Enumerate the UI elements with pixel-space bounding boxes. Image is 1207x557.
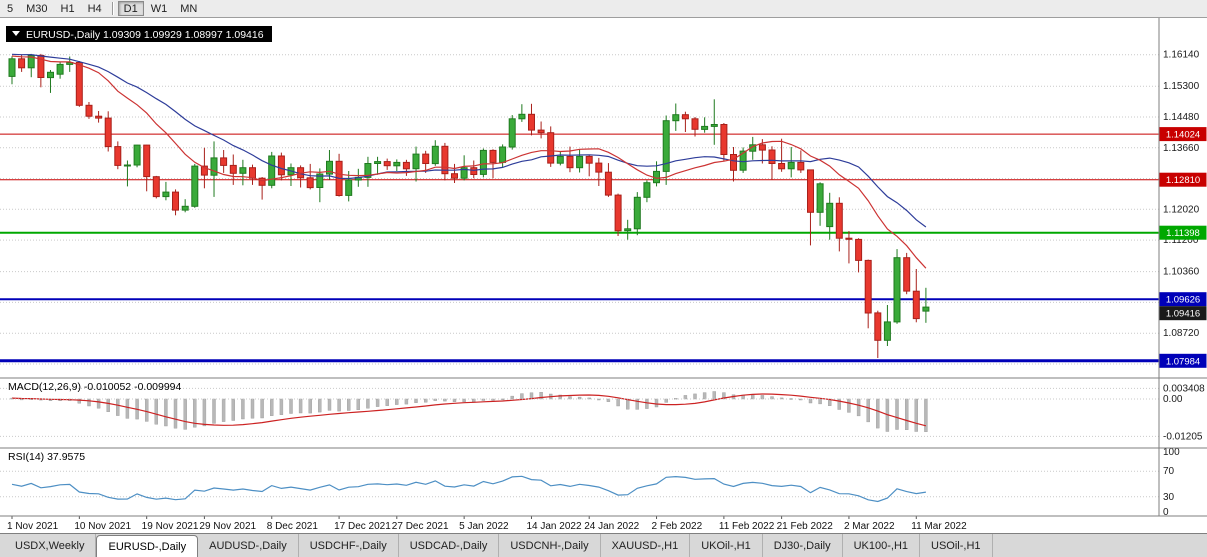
svg-text:1.16140: 1.16140 [1163,50,1200,61]
rsi-axis: 100 70 30 0 [0,447,1180,518]
svg-text:1.11200: 1.11200 [1163,235,1199,246]
price-gridlines [0,54,1159,365]
chart-tabs-bar: USDX,Weekly EURUSD-,Daily AUDUSD-,Daily … [0,533,1207,557]
svg-text:1.09416: 1.09416 [1166,309,1200,320]
chart-canvas[interactable]: 1.161401.153001.144801.136601.128401.120… [0,18,1207,533]
macd-header: MACD(12,26,9) -0.010052 -0.009994 [8,381,182,393]
chart-background [0,18,1207,533]
timeframe-m30[interactable]: M30 [26,3,48,15]
svg-text:1.09626: 1.09626 [1166,295,1200,306]
svg-text:30: 30 [1163,492,1175,503]
svg-text:24 Jan 2022: 24 Jan 2022 [584,521,639,532]
ma-fast-line [11,55,927,269]
svg-text:1.15300: 1.15300 [1163,81,1200,92]
svg-text:5 Jan 2022: 5 Jan 2022 [459,521,509,532]
svg-text:1.13660: 1.13660 [1163,143,1200,154]
svg-text:14 Jan 2022: 14 Jan 2022 [526,521,581,532]
timeframe-toolbar: 5 M30 H1 H4 D1 W1 MN [0,0,1207,18]
svg-text:11 Mar 2022: 11 Mar 2022 [911,521,967,532]
tab-usoil-h1[interactable]: USOil-,H1 [920,534,993,557]
timeframe-d1[interactable]: D1 [117,1,144,16]
tab-eurusd-daily[interactable]: EURUSD-,Daily [96,535,199,557]
price-tags: 1.14024 1.12810 1.11398 1.09626 1.07984 1.094… [1159,127,1207,368]
timeframe-w1[interactable]: W1 [150,3,168,15]
svg-text:11 Feb 2022: 11 Feb 2022 [719,521,775,532]
tab-uk100-h1[interactable]: UK100-,H1 [843,534,921,557]
svg-text:1.12020: 1.12020 [1163,204,1200,215]
ma-slow-line [11,53,927,228]
tab-audusd-daily[interactable]: AUDUSD-,Daily [198,534,299,557]
svg-text:0.003408: 0.003408 [1163,383,1205,394]
timeframe-h4[interactable]: H4 [87,3,102,15]
svg-text:8 Dec 2021: 8 Dec 2021 [267,521,319,532]
tab-usdcnh-daily[interactable]: USDCNH-,Daily [499,534,601,557]
svg-text:1.12810: 1.12810 [1166,175,1200,186]
svg-text:2 Feb 2022: 2 Feb 2022 [652,521,703,532]
svg-text:29 Nov 2021: 29 Nov 2021 [199,521,256,532]
tab-dj30-daily[interactable]: DJ30-,Daily [763,534,843,557]
svg-text:17 Dec 2021: 17 Dec 2021 [334,521,391,532]
svg-text:1.14480: 1.14480 [1163,112,1200,123]
svg-text:1.10360: 1.10360 [1163,267,1200,278]
chart-title: EURUSD-,Daily 1.09309 1.09929 1.08997 1.… [6,26,272,42]
svg-text:1.14024: 1.14024 [1166,130,1200,141]
svg-text:21 Feb 2022: 21 Feb 2022 [777,521,834,532]
tab-usdchf-daily[interactable]: USDCHF-,Daily [299,534,399,557]
svg-text:2 Mar 2022: 2 Mar 2022 [844,521,895,532]
dropdown-triangle-icon [12,31,20,36]
tab-usdx-weekly[interactable]: USDX,Weekly [4,534,97,557]
svg-text:10 Nov 2021: 10 Nov 2021 [74,521,131,532]
rsi-line [11,475,926,503]
svg-text:1 Nov 2021: 1 Nov 2021 [7,521,59,532]
svg-text:100: 100 [1163,447,1180,458]
svg-text:27 Dec 2021: 27 Dec 2021 [392,521,449,532]
current-price-tag [1159,306,1207,321]
svg-text:1.07984: 1.07984 [1166,356,1200,367]
svg-text:0: 0 [1163,507,1169,518]
tab-usdcad-daily[interactable]: USDCAD-,Daily [399,534,500,557]
chart-ohlc-text: EURUSD-,Daily 1.09309 1.09929 1.08997 1.… [26,29,264,41]
tab-ukoil-h1[interactable]: UKOil-,H1 [690,534,763,557]
svg-text:1.08720: 1.08720 [1163,328,1200,339]
chart-window: 1.161401.153001.144801.136601.128401.120… [0,18,1207,533]
svg-text:1.11398: 1.11398 [1166,228,1200,239]
svg-text:70: 70 [1163,466,1175,477]
macd-signal-line [11,393,927,427]
time-axis: 1 Nov 2021 10 Nov 2021 19 Nov 2021 29 Nov 2… [7,516,967,532]
timeframe-m5[interactable]: 5 [7,3,14,15]
svg-text:-0.01205: -0.01205 [1163,431,1203,442]
rsi-header: RSI(14) 37.9575 [8,451,85,463]
toolbar-separator [111,2,114,15]
svg-text:19 Nov 2021: 19 Nov 2021 [142,521,199,532]
timeframe-h1[interactable]: H1 [60,3,75,15]
timeframe-mn[interactable]: MN [180,3,198,15]
svg-text:0.00: 0.00 [1163,394,1183,405]
candles [8,53,930,358]
tab-xauusd-h1[interactable]: XAUUSD-,H1 [601,534,691,557]
